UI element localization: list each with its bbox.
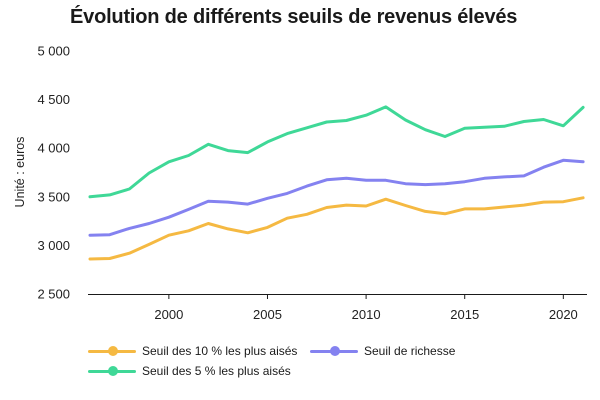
legend-swatch-icon [88,346,136,356]
y-tick-label: 2 500 [37,287,70,302]
x-axis: 2000 2005 2010 2015 2020 [88,294,587,322]
legend-swatch-icon [88,366,136,376]
legend-label: Seuil de richesse [364,344,456,358]
legend-label: Seuil des 10 % les plus aisés [142,344,298,358]
x-tick-label: 2015 [450,307,479,322]
x-tick-label: 2020 [549,307,578,322]
y-tick-label: 3 000 [37,238,70,253]
legend-item-top5[interactable]: Seuil des 5 % les plus aisés [88,364,291,378]
y-tick-label: 4 500 [37,92,70,107]
legend-item-top10[interactable]: Seuil des 10 % les plus aisés [88,344,297,358]
x-tick-label: 2010 [352,307,381,322]
series-line-0 [88,196,585,261]
series-line-1 [88,158,585,237]
y-tick-label: 4 000 [37,141,70,156]
legend-swatch-icon [310,346,358,356]
chart-title: Évolution de différents seuils de revenu… [70,6,518,28]
y-tick-label: 5 000 [37,44,70,59]
y-tick-label: 3 500 [37,189,70,204]
y-axis-ticks: 2 500 3 000 3 500 4 000 4 500 5 000 [37,44,70,302]
series-line-2 [88,105,585,199]
y-axis-label: Unité : euros [13,137,27,208]
series-lines [88,105,585,261]
legend-label: Seuil des 5 % les plus aisés [142,364,291,378]
legend-item-richesse[interactable]: Seuil de richesse [310,344,455,358]
x-tick-label: 2005 [253,307,282,322]
x-tick-label: 2000 [154,307,183,322]
